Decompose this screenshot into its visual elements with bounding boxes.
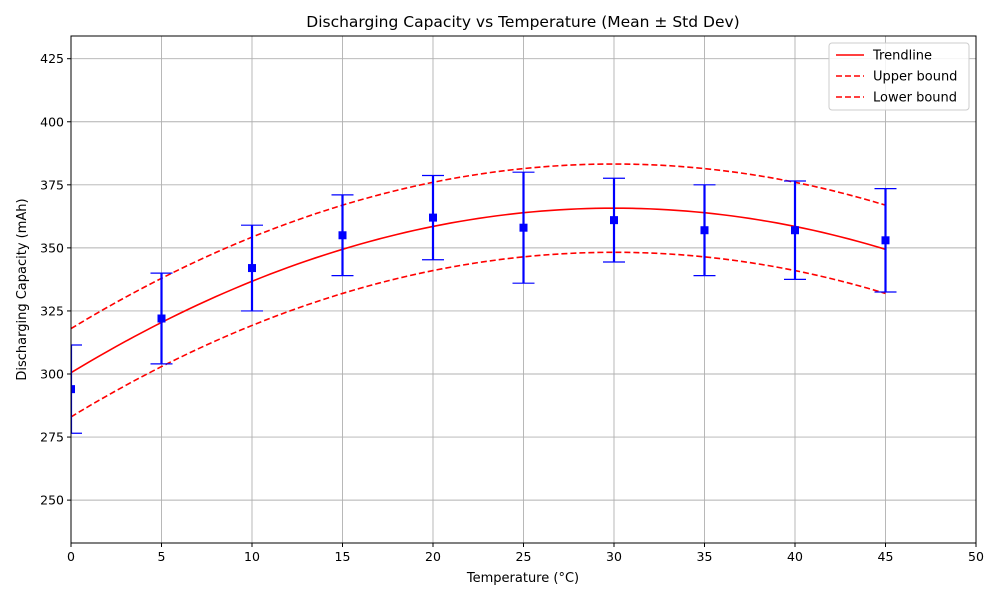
chart-title: Discharging Capacity vs Temperature (Mea…: [306, 13, 739, 31]
series-line-upper-bound: [71, 163, 886, 330]
y-tick-label: 375: [40, 177, 64, 192]
x-tick-label: 30: [606, 549, 622, 564]
x-axis-label: Temperature (°C): [466, 571, 579, 586]
legend-label: Trendline: [872, 49, 932, 64]
x-tick-label: 25: [516, 549, 532, 564]
x-tick-label: 20: [425, 549, 441, 564]
legend-label: Upper bound: [873, 70, 957, 85]
series-line-trendline: [71, 207, 886, 374]
x-tick-label: 15: [335, 549, 351, 564]
data-point-group: [512, 171, 535, 284]
data-point-marker: [248, 264, 256, 273]
data-point-marker: [881, 236, 890, 245]
data-point-group: [241, 224, 263, 312]
y-tick-label: 400: [40, 114, 64, 129]
data-point-marker: [71, 385, 75, 394]
data-point-marker: [791, 226, 799, 235]
x-tick-label: 0: [67, 549, 75, 564]
data-point-group: [150, 272, 173, 365]
y-tick-label: 325: [40, 303, 64, 318]
y-tick-label: 250: [40, 493, 64, 508]
x-tick-label: 45: [878, 549, 894, 564]
y-tick-label: 275: [40, 430, 64, 445]
y-tick-label: 350: [40, 240, 64, 255]
axis-ticks: 0 5 10 15 20 25 30 35 40 45 50 250 275 300 325 350 375 40…: [40, 51, 984, 564]
data-point-marker: [519, 223, 528, 232]
legend-label: Lower bound: [873, 91, 957, 106]
data-point-marker: [157, 314, 166, 323]
legend: Trendline Upper bound Lower bound: [828, 42, 970, 111]
legend-box: [828, 42, 970, 111]
data-point-group: [422, 174, 444, 261]
series-line-lower-bound: [71, 251, 886, 418]
y-tick-label: 425: [40, 51, 64, 66]
data-point-group: [603, 177, 625, 263]
x-tick-label: 35: [697, 549, 713, 564]
data-point-group: [693, 184, 716, 277]
y-tick-label: 300: [40, 367, 64, 382]
data-point-group: [331, 194, 354, 277]
data-point-group: [71, 344, 82, 434]
data-point-marker: [429, 213, 437, 222]
data-point-marker: [700, 226, 709, 235]
x-tick-label: 40: [787, 549, 803, 564]
data-point-group: [784, 180, 806, 281]
x-tick-label: 5: [158, 549, 166, 564]
data-point-marker: [610, 216, 618, 225]
data-point-marker: [338, 231, 347, 240]
x-tick-label: 10: [244, 549, 260, 564]
x-tick-label: 50: [968, 549, 984, 564]
y-axis-label: Discharging Capacity (mAh): [15, 198, 30, 380]
plot-series: [71, 163, 897, 434]
data-point-group: [874, 188, 897, 293]
